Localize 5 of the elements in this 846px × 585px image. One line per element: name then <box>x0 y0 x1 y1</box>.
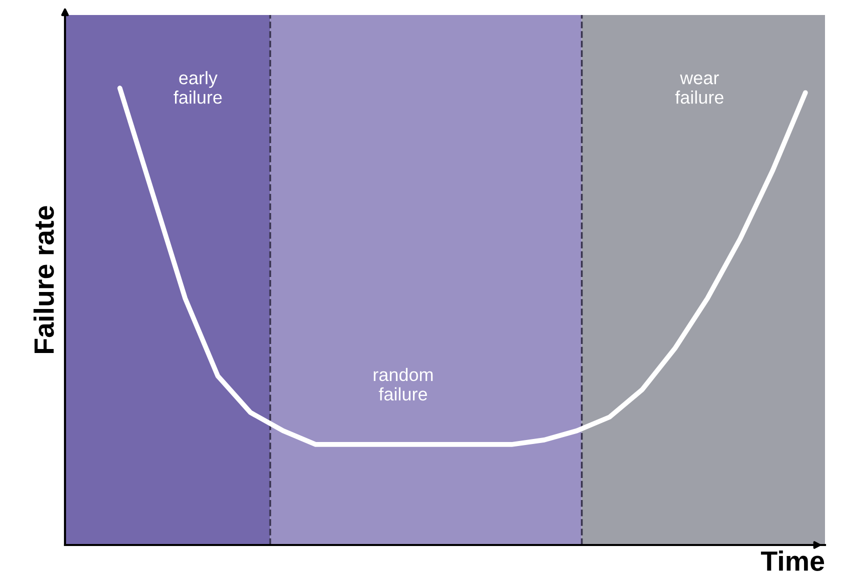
annotation: early failure <box>174 71 222 104</box>
y-axis-title: Failure rate <box>34 206 54 354</box>
annotation: wear failure <box>675 74 724 104</box>
x-axis-title: Time <box>760 550 824 571</box>
annotation: random failure <box>374 368 433 401</box>
